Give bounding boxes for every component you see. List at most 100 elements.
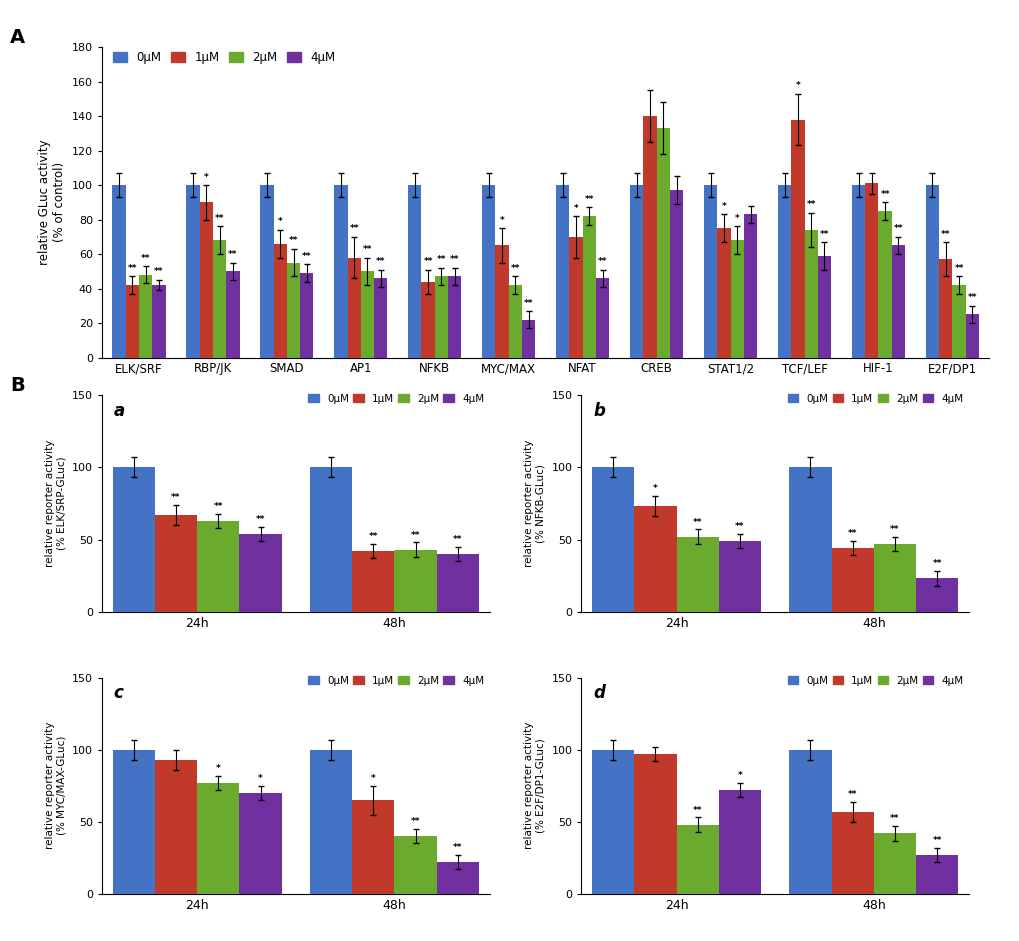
Bar (394, 837, 436, 894)
Text: **: ** (931, 559, 942, 568)
Text: B: B (10, 376, 24, 395)
Bar (495, 246, 508, 358)
Text: **: ** (228, 250, 237, 260)
Bar (777, 185, 791, 358)
Bar (873, 834, 915, 894)
Y-axis label: relative reporter activity
(% NFKB-GLuc): relative reporter activity (% NFKB-GLuc) (524, 439, 545, 567)
Bar (716, 229, 730, 358)
Bar (938, 260, 952, 358)
Bar (408, 185, 421, 358)
Text: *: * (371, 774, 375, 783)
Bar (310, 468, 352, 612)
Text: **: ** (847, 529, 857, 538)
Text: **: ** (376, 257, 385, 266)
Bar (877, 211, 891, 358)
Bar (300, 273, 313, 358)
Bar (830, 812, 873, 894)
Text: A: A (10, 28, 25, 47)
Bar (352, 800, 394, 894)
Bar (891, 246, 904, 358)
Bar (915, 579, 958, 612)
Bar (197, 783, 239, 894)
Text: **: ** (141, 254, 150, 263)
Text: *: * (737, 771, 742, 780)
Legend: 0μM, 1μM, 2μM, 4μM: 0μM, 1μM, 2μM, 4μM (783, 672, 967, 691)
Bar (817, 256, 830, 358)
Bar (310, 750, 352, 894)
Bar (374, 279, 387, 358)
Text: **: ** (806, 200, 815, 209)
Text: **: ** (893, 224, 902, 233)
Text: **: ** (584, 195, 593, 204)
Bar (591, 468, 634, 612)
Text: d: d (592, 684, 604, 702)
Bar (347, 258, 361, 358)
Text: **: ** (213, 502, 223, 511)
Text: **: ** (350, 224, 359, 233)
Bar (718, 790, 760, 894)
Bar (334, 185, 347, 358)
Text: *: * (720, 202, 726, 211)
Text: **: ** (941, 230, 950, 239)
Y-axis label: relative reporter activity
(% ELK/SRP-GLuc): relative reporter activity (% ELK/SRP-GL… (45, 439, 66, 567)
Text: **: ** (436, 255, 445, 264)
Text: **: ** (890, 525, 899, 534)
Bar (213, 240, 226, 358)
Text: **: ** (692, 805, 702, 815)
Text: **: ** (819, 230, 828, 239)
Bar (676, 824, 718, 894)
Bar (152, 285, 165, 358)
Bar (139, 275, 152, 358)
Text: **: ** (256, 515, 265, 523)
Bar (851, 185, 864, 358)
Text: a: a (113, 402, 124, 420)
Text: **: ** (692, 518, 702, 527)
Bar (352, 551, 394, 612)
Bar (125, 285, 139, 358)
Bar (436, 554, 479, 612)
Text: c: c (113, 684, 123, 702)
Bar (508, 285, 522, 358)
Text: **: ** (847, 789, 857, 799)
Bar (522, 320, 535, 358)
Text: **: ** (288, 236, 298, 246)
Bar (873, 544, 915, 612)
Y-axis label: relative GLuc activity
(% of control): relative GLuc activity (% of control) (39, 139, 66, 265)
Text: *: * (499, 215, 504, 225)
Bar (864, 183, 877, 358)
Bar (239, 793, 281, 894)
Bar (569, 237, 582, 358)
Bar (952, 285, 965, 358)
Bar (718, 541, 760, 612)
Text: *: * (573, 203, 578, 213)
Bar (155, 759, 197, 894)
Text: **: ** (411, 531, 420, 539)
Text: *: * (277, 217, 282, 227)
Text: **: ** (524, 298, 533, 308)
Bar (791, 120, 804, 358)
Bar (226, 271, 239, 358)
Bar (186, 185, 200, 358)
Bar (361, 271, 374, 358)
Bar (239, 534, 281, 612)
Bar (286, 263, 300, 358)
Bar (630, 185, 643, 358)
Bar (436, 862, 479, 894)
Text: **: ** (423, 257, 432, 266)
Bar (789, 468, 830, 612)
Bar (200, 202, 213, 358)
Text: **: ** (411, 817, 420, 826)
Bar (112, 185, 125, 358)
Bar (434, 277, 447, 358)
Text: **: ** (302, 252, 311, 261)
Text: **: ** (363, 245, 372, 254)
Bar (273, 244, 286, 358)
Text: **: ** (931, 836, 942, 845)
Text: **: ** (452, 534, 463, 544)
Text: **: ** (735, 522, 744, 531)
Text: b: b (592, 402, 604, 420)
Text: **: ** (449, 255, 459, 264)
Bar (421, 281, 434, 358)
Bar (669, 190, 683, 358)
Text: *: * (795, 81, 800, 90)
